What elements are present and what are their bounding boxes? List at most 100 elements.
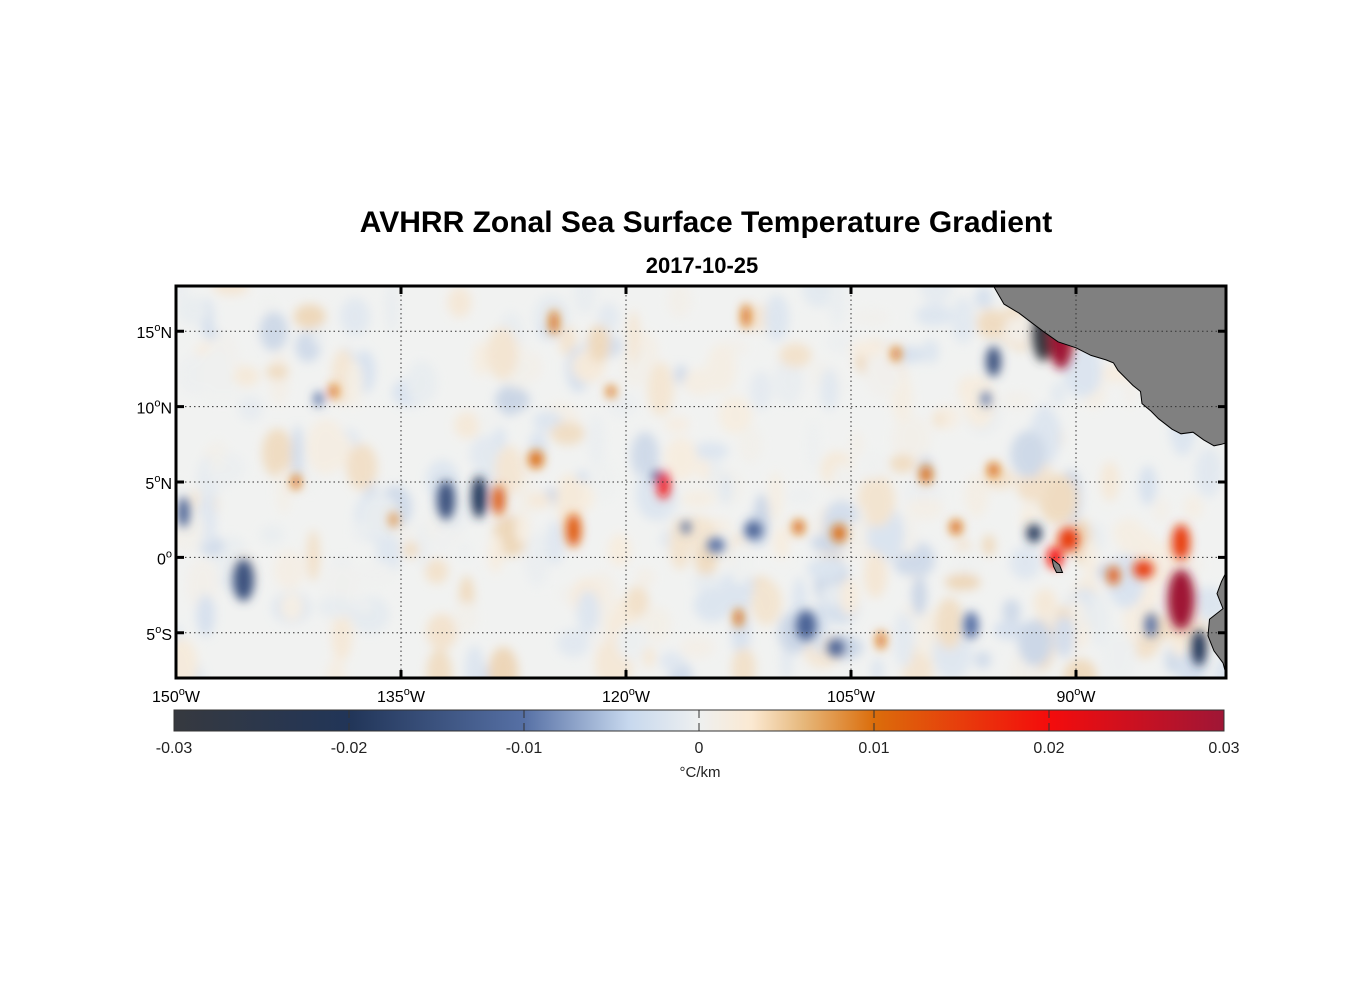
- texture-blob: [851, 309, 890, 326]
- texture-blob: [764, 294, 790, 342]
- gradient-feature: [389, 512, 398, 528]
- texture-blob: [693, 587, 731, 623]
- texture-blob: [786, 487, 815, 504]
- texture-blob: [447, 286, 472, 318]
- lat-tick-label: 0o: [157, 548, 172, 568]
- gradient-feature: [795, 610, 817, 641]
- texture-blob: [896, 346, 926, 364]
- colorbar-tick-label: -0.03: [155, 740, 193, 757]
- gradient-feature: [1167, 569, 1195, 630]
- texture-blob: [631, 431, 659, 480]
- texture-blob: [806, 557, 844, 581]
- texture-blob: [862, 450, 885, 480]
- gradient-feature: [734, 608, 743, 627]
- gradient-feature: [831, 524, 847, 543]
- texture-blob: [850, 430, 864, 459]
- texture-blob: [1001, 391, 1033, 409]
- texture-blob: [356, 597, 373, 615]
- texture-blob: [1138, 465, 1157, 506]
- texture-blob: [176, 296, 209, 326]
- gradient-feature: [1133, 560, 1154, 579]
- texture-blob: [524, 531, 550, 587]
- texture-blob: [259, 524, 285, 545]
- texture-blob: [587, 414, 605, 468]
- tick-labels: 150oW 135oW 120oW 105oW 90oW 15oN 10oN 5oN 0o 5oS: [137, 322, 1097, 706]
- gradient-feature: [876, 631, 886, 650]
- lat-tick-label: 15oN: [137, 322, 172, 342]
- texture-blob: [212, 286, 249, 296]
- texture-blob: [393, 524, 418, 542]
- central-america-land: [993, 286, 1226, 447]
- texture-blob: [1087, 592, 1110, 648]
- texture-blob: [691, 574, 725, 592]
- texture-blob: [340, 297, 371, 336]
- texture-blob: [279, 592, 305, 622]
- texture-blob: [976, 309, 1007, 339]
- land: [993, 286, 1226, 678]
- texture-blob: [465, 645, 485, 678]
- texture-blob: [176, 638, 198, 678]
- texture-blob: [1123, 599, 1145, 643]
- texture-blob: [597, 302, 620, 332]
- texture-blob: [556, 629, 590, 658]
- texture-blob: [515, 514, 530, 544]
- gradient-feature: [606, 385, 616, 398]
- chart-title: AVHRR Zonal Sea Surface Temperature Grad…: [359, 206, 1053, 239]
- texture-blob: [402, 541, 420, 559]
- gradient-feature: [987, 462, 1000, 478]
- lon-tick-label: 90oW: [1056, 686, 1096, 706]
- texture-blob: [682, 373, 702, 392]
- texture-blob: [982, 534, 996, 556]
- texture-blob: [801, 286, 836, 308]
- texture-blob: [664, 437, 698, 482]
- texture-blob: [1063, 345, 1102, 398]
- texture-blob: [488, 646, 519, 678]
- gradient-feature: [549, 310, 559, 335]
- colorbar-tick-label: -0.01: [505, 740, 543, 757]
- texture-blob: [911, 575, 927, 617]
- texture-blob: [974, 651, 992, 669]
- gradient-feature: [681, 521, 691, 534]
- colorbar-units: °C/km: [679, 764, 721, 781]
- texture-blob: [667, 286, 692, 318]
- texture-blob: [840, 577, 859, 616]
- gradient-feature: [741, 304, 751, 329]
- texture-blob: [935, 597, 964, 650]
- texture-blob: [1002, 599, 1021, 623]
- texture-blob: [273, 550, 305, 590]
- gradient-feature: [827, 638, 845, 657]
- lon-tick-label: 105oW: [827, 686, 876, 706]
- texture-blob: [454, 411, 481, 439]
- texture-blob: [1033, 588, 1057, 618]
- gradient-feature: [1145, 613, 1157, 638]
- texture-blob: [326, 657, 346, 678]
- gradient-feature: [329, 384, 338, 399]
- texture-blob: [932, 410, 945, 429]
- texture-blob: [820, 368, 839, 411]
- gradient-feature: [528, 450, 544, 469]
- texture-blob: [493, 426, 507, 452]
- texture-blob: [921, 339, 940, 364]
- texture-blob: [1016, 471, 1048, 502]
- texture-blob: [526, 492, 552, 509]
- texture-blob: [779, 343, 812, 368]
- gradient-feature: [920, 465, 932, 484]
- texture-blob: [434, 530, 453, 557]
- gradient-feature: [792, 519, 805, 535]
- texture-blob: [259, 311, 288, 352]
- gradient-feature: [1058, 527, 1079, 552]
- texture-blob: [863, 551, 888, 599]
- texture-blob: [647, 362, 674, 416]
- texture-blob: [706, 343, 737, 394]
- texture-blob: [849, 340, 885, 358]
- gradient-feature: [1191, 629, 1207, 666]
- texture-blob: [830, 463, 855, 505]
- lat-tick-label: 10oN: [137, 398, 172, 418]
- map-ticks: [174, 286, 1226, 678]
- gradient-feature: [981, 391, 991, 407]
- texture-blob: [642, 646, 656, 668]
- texture-blob: [951, 297, 975, 344]
- texture-blob: [828, 286, 847, 327]
- lon-tick-label: 150oW: [152, 686, 201, 706]
